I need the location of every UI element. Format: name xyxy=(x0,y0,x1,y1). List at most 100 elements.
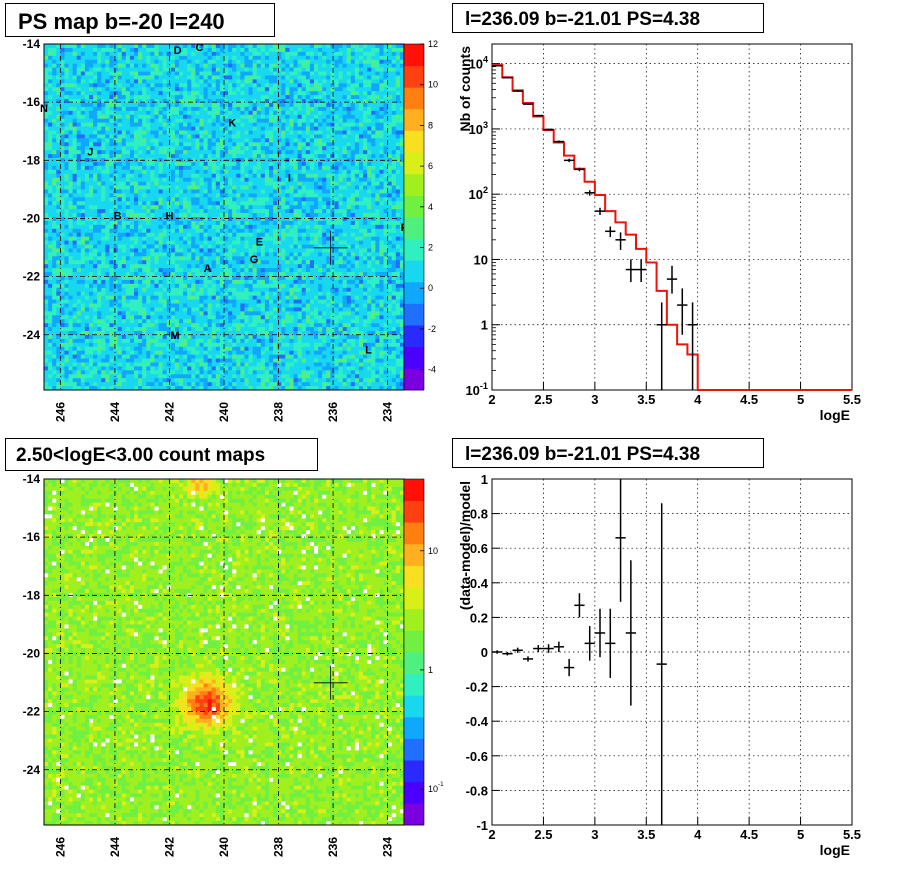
map-cell xyxy=(154,213,159,218)
map-cell xyxy=(211,209,217,214)
map-cell xyxy=(219,256,225,261)
map-cell xyxy=(80,75,86,80)
map-cell xyxy=(183,51,188,57)
map-cell xyxy=(76,158,82,163)
map-cell xyxy=(64,134,69,139)
map-cell xyxy=(264,134,270,139)
map-cell xyxy=(56,87,61,92)
map-cell xyxy=(80,275,86,281)
map-cell xyxy=(121,99,127,104)
map-cell xyxy=(166,374,172,379)
map-cell xyxy=(138,358,143,363)
map-cell xyxy=(93,205,98,210)
map-cell xyxy=(187,67,192,72)
map-cell xyxy=(150,244,155,249)
map-cell xyxy=(248,114,254,120)
map-cell xyxy=(56,334,61,340)
map-cell xyxy=(183,181,188,186)
map-cell xyxy=(125,346,131,352)
map-cell xyxy=(84,79,90,84)
map-cell xyxy=(174,354,180,359)
map-cell xyxy=(146,260,151,265)
map-cell xyxy=(191,358,196,363)
map-cell xyxy=(97,79,102,84)
map-cell xyxy=(170,370,176,375)
map-cell xyxy=(150,67,155,72)
map-cell xyxy=(248,106,254,112)
map-cell xyxy=(179,264,184,269)
map-cell xyxy=(109,185,114,190)
map-cell xyxy=(195,181,200,186)
map-cell xyxy=(179,370,184,375)
map-cell xyxy=(146,319,151,324)
map-cell xyxy=(244,338,249,344)
map-cell xyxy=(273,106,278,112)
map-cell xyxy=(211,287,217,293)
map-cell xyxy=(138,110,143,116)
map-cell xyxy=(101,256,106,261)
map-cell xyxy=(244,102,249,108)
map-cell xyxy=(101,193,106,198)
map-cell xyxy=(93,279,98,285)
map-cell xyxy=(158,303,164,308)
map-cell xyxy=(68,106,74,112)
map-cell xyxy=(203,59,209,65)
map-cell xyxy=(236,224,241,230)
map-cell xyxy=(224,327,229,332)
map-cell xyxy=(232,213,237,218)
map-cell xyxy=(72,205,78,210)
map-cell xyxy=(273,228,278,234)
map-cell xyxy=(224,63,229,68)
map-cell xyxy=(260,279,266,285)
map-cell xyxy=(236,138,241,143)
map-cell xyxy=(248,362,254,367)
map-cell xyxy=(68,370,74,375)
map-cell xyxy=(134,114,139,120)
map-cell xyxy=(269,154,274,159)
map-cell xyxy=(191,106,196,112)
map-cell xyxy=(162,91,168,96)
map-cell xyxy=(89,272,94,277)
map-cell xyxy=(174,307,180,312)
map-cell xyxy=(195,138,200,143)
map-cell xyxy=(191,268,196,273)
map-cell xyxy=(158,362,164,367)
map-cell xyxy=(244,299,249,304)
map-cell xyxy=(166,232,172,238)
map-cell xyxy=(93,283,98,289)
map-cell xyxy=(273,217,278,222)
map-cell xyxy=(101,197,106,202)
map-cell xyxy=(105,91,110,96)
map-cell xyxy=(72,213,78,218)
map-cell xyxy=(68,169,74,175)
map-cell xyxy=(179,334,184,340)
map-cell xyxy=(207,264,213,269)
map-cell xyxy=(269,378,274,383)
map-cell xyxy=(179,87,184,92)
map-cell xyxy=(199,126,204,131)
map-cell xyxy=(260,55,266,61)
map-cell xyxy=(121,374,127,379)
map-cell xyxy=(101,232,106,238)
map-cell xyxy=(89,232,94,238)
map-cell xyxy=(64,299,69,304)
map-cell xyxy=(232,279,237,285)
map-cell xyxy=(134,197,139,202)
map-cell xyxy=(219,79,225,84)
map-cell xyxy=(211,142,217,147)
map-cell xyxy=(121,193,127,198)
map-cell xyxy=(244,47,249,53)
map-cell xyxy=(207,268,213,273)
map-cell xyxy=(84,217,90,222)
map-cell xyxy=(244,244,249,249)
map-cell xyxy=(187,272,192,277)
map-cell xyxy=(203,342,209,348)
map-cell xyxy=(68,362,74,367)
map-cell xyxy=(44,71,49,76)
map-cell xyxy=(252,169,258,175)
map-cell xyxy=(154,370,159,375)
map-cell xyxy=(162,185,168,190)
map-cell xyxy=(199,51,204,57)
map-cell xyxy=(228,378,233,383)
map-cell xyxy=(60,236,65,241)
